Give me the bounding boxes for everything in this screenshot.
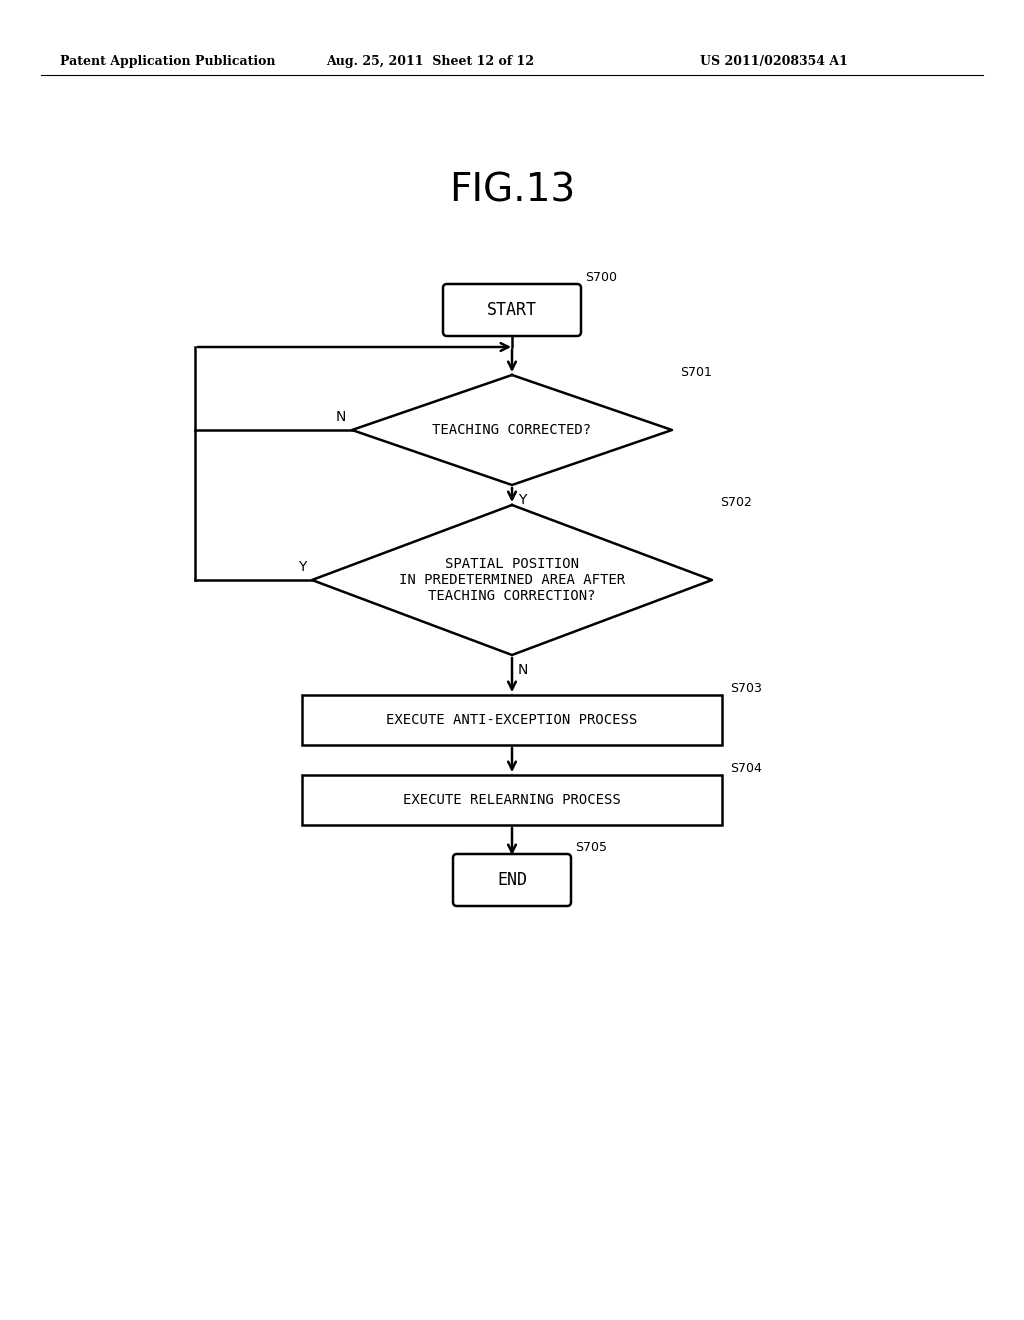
Text: S700: S700 [585,271,617,284]
Text: Y: Y [518,492,526,507]
Text: S704: S704 [730,762,762,775]
Text: S702: S702 [720,496,752,510]
Text: S703: S703 [730,682,762,696]
FancyBboxPatch shape [443,284,581,337]
Text: START: START [487,301,537,319]
FancyBboxPatch shape [453,854,571,906]
Text: SPATIAL POSITION: SPATIAL POSITION [445,557,579,572]
Text: TEACHING CORRECTED?: TEACHING CORRECTED? [432,422,592,437]
Text: US 2011/0208354 A1: US 2011/0208354 A1 [700,55,848,69]
Text: S705: S705 [575,841,607,854]
Text: Y: Y [298,560,306,574]
Text: EXECUTE RELEARNING PROCESS: EXECUTE RELEARNING PROCESS [403,793,621,807]
Text: IN PREDETERMINED AREA AFTER: IN PREDETERMINED AREA AFTER [399,573,625,587]
Text: Patent Application Publication: Patent Application Publication [60,55,275,69]
Bar [302,696,722,744]
Bar [302,775,722,825]
Text: N: N [336,411,346,424]
Text: Aug. 25, 2011  Sheet 12 of 12: Aug. 25, 2011 Sheet 12 of 12 [326,55,534,69]
Text: EXECUTE ANTI-EXCEPTION PROCESS: EXECUTE ANTI-EXCEPTION PROCESS [386,713,638,727]
Text: N: N [518,663,528,677]
Text: END: END [497,871,527,888]
Text: TEACHING CORRECTION?: TEACHING CORRECTION? [428,589,596,603]
Text: S701: S701 [680,366,712,379]
Text: FIG.13: FIG.13 [449,172,575,209]
